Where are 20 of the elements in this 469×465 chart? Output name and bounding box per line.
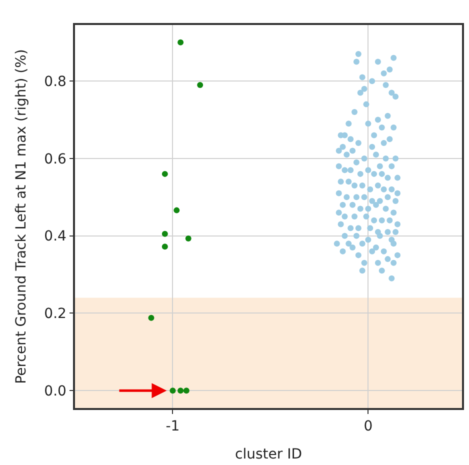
y-axis-title: Percent Ground Track Left at N1 max (right) (%): [13, 49, 30, 384]
point: [148, 314, 154, 321]
point: [197, 82, 204, 88]
y-tick-label: 0.8: [44, 74, 66, 90]
x-tick-label: -1: [166, 418, 180, 435]
point: [162, 244, 168, 250]
point: [185, 236, 192, 242]
point: [174, 207, 180, 214]
x-axis-title: cluster ID: [235, 446, 302, 462]
y-tick-label: 0.0: [44, 383, 66, 400]
point: [170, 388, 176, 394]
point: [162, 170, 168, 177]
point: [178, 39, 184, 46]
point: [162, 230, 168, 237]
y-tick-label: 0.6: [44, 151, 67, 168]
y-tick-label: 0.2: [44, 306, 66, 322]
y-tick-label: 0.4: [44, 228, 67, 245]
point: [183, 388, 190, 394]
x-tick-label: 0: [364, 418, 373, 435]
point: [178, 388, 184, 394]
